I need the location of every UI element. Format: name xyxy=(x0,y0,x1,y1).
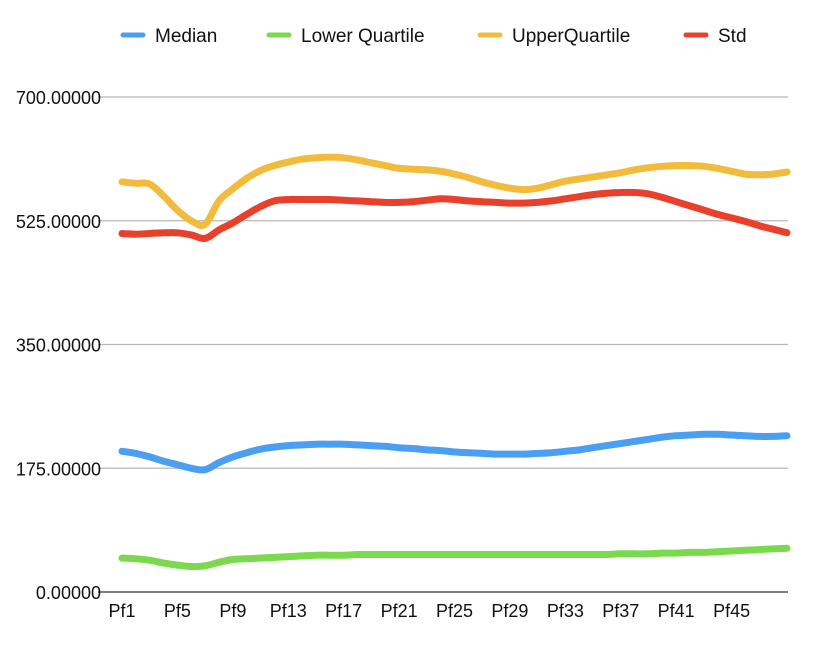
legend-label: Std xyxy=(718,26,747,47)
series-line-lower-quartile xyxy=(118,544,791,571)
legend: Median Lower Quartile UpperQuartile Std xyxy=(120,26,747,47)
series-line-upperquartile xyxy=(118,153,791,229)
y-tick-label: 350.00000 xyxy=(16,336,101,356)
x-tick-label: Pf5 xyxy=(164,601,191,621)
x-tick-label: Pf17 xyxy=(325,601,362,621)
y-tick-label: 175.00000 xyxy=(16,459,101,479)
x-tick-label: Pf33 xyxy=(547,601,584,621)
x-tick-label: Pf45 xyxy=(713,601,750,621)
legend-label: UpperQuartile xyxy=(512,26,630,47)
legend-item: Median xyxy=(120,26,217,47)
series-line-median xyxy=(118,430,791,474)
x-axis-ticks: Pf1 Pf5 Pf9 Pf13 Pf17 Pf21 Pf25 Pf29 Pf33 Pf37 Pf4… xyxy=(108,601,750,621)
x-tick-label: Pf41 xyxy=(658,601,695,621)
legend-item: UpperQuartile xyxy=(477,26,630,47)
series-lines xyxy=(118,153,791,571)
x-tick-label: Pf25 xyxy=(436,601,473,621)
x-tick-label: Pf9 xyxy=(219,601,246,621)
y-tick-label: 700.00000 xyxy=(16,88,101,108)
legend-label: Median xyxy=(155,26,217,47)
legend-item: Std xyxy=(683,26,747,47)
y-tick-label: 0.00000 xyxy=(36,583,101,603)
legend-item: Lower Quartile xyxy=(266,26,425,47)
x-tick-label: Pf13 xyxy=(270,601,307,621)
x-tick-label: Pf29 xyxy=(491,601,528,621)
x-tick-label: Pf37 xyxy=(602,601,639,621)
series-line-std xyxy=(118,188,791,243)
x-tick-label: Pf21 xyxy=(381,601,418,621)
x-tick-label: Pf1 xyxy=(108,601,135,621)
y-axis-ticks: 0.00000 175.00000 350.00000 525.00000 700.00… xyxy=(16,88,101,603)
legend-label: Lower Quartile xyxy=(301,26,425,47)
y-tick-label: 525.00000 xyxy=(16,212,101,232)
